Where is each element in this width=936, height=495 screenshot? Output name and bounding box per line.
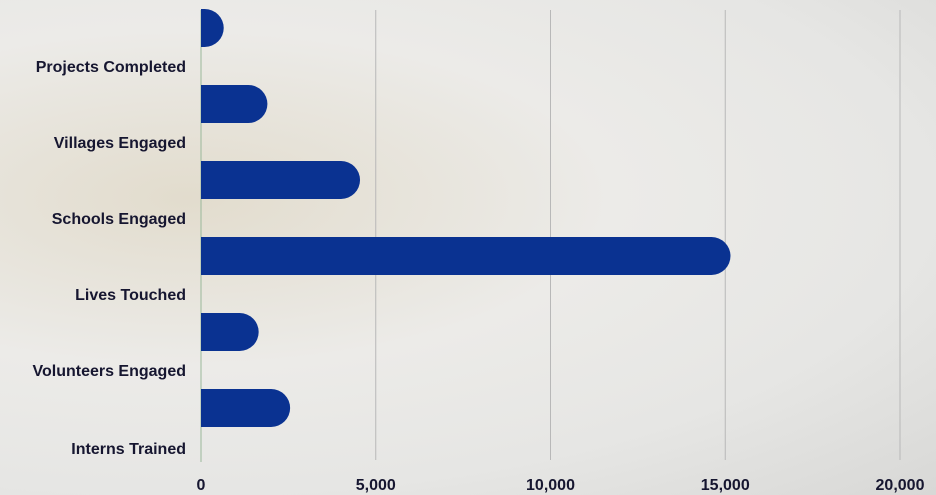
y-tick-label: Schools Engaged bbox=[52, 211, 186, 228]
x-tick-label: 15,000 bbox=[701, 477, 750, 494]
bar bbox=[201, 313, 259, 351]
y-tick-label: Volunteers Engaged bbox=[32, 363, 186, 380]
bar bbox=[201, 161, 361, 199]
bar bbox=[201, 85, 268, 123]
bar bbox=[201, 237, 731, 275]
x-tick-label: 10,000 bbox=[526, 477, 575, 494]
x-tick-label: 5,000 bbox=[356, 477, 396, 494]
x-tick-label: 20,000 bbox=[876, 477, 925, 494]
y-tick-label: Villages Engaged bbox=[54, 135, 186, 152]
y-tick-label: Interns Trained bbox=[71, 441, 186, 458]
x-tick-label: 0 bbox=[197, 477, 206, 494]
y-tick-label: Lives Touched bbox=[75, 287, 186, 304]
y-tick-label: Projects Completed bbox=[36, 59, 186, 76]
bar bbox=[201, 389, 291, 427]
bar bbox=[201, 9, 224, 47]
